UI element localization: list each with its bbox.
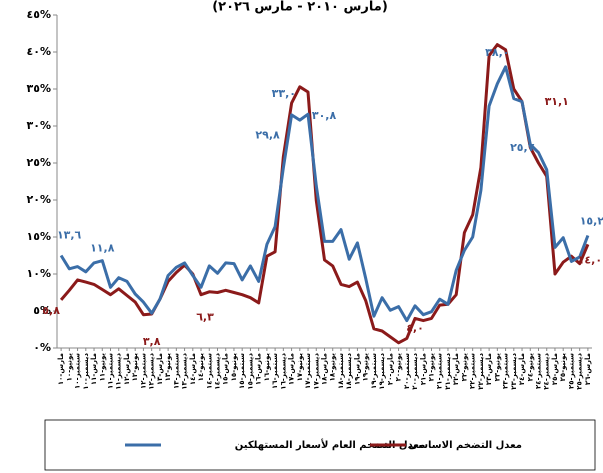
data-label: ٣٠,٨ (312, 109, 337, 122)
data-label: ٢٥,٧ (510, 141, 535, 154)
x-tick-label: ديسمبر-١٥ (246, 353, 254, 390)
legend-label: معدل التضخم الاساسى (408, 440, 522, 451)
x-tick-label: ديسمبر-١٣ (181, 353, 189, 390)
x-tick-label: سبتمبر-١٧ (304, 353, 312, 389)
data-label: ١٤,٠ (578, 253, 602, 266)
data-label: ١٥,٢ (580, 215, 603, 228)
x-tick-label: يونيو-١٠ (65, 353, 73, 382)
x-tick-label: سبتمبر-٢٠ (403, 353, 411, 389)
x-tick-label: يونيو-٢٤ (526, 353, 534, 382)
x-tick-label: مارس-١٩ (353, 353, 361, 385)
x-tick-label: سبتمبر-١٠ (74, 353, 82, 389)
x-tick-label: يونيو-٢٢ (460, 353, 468, 382)
y-tick-label: ٥% (33, 304, 51, 317)
x-tick-label: يونيو-١٤ (197, 353, 205, 382)
y-tick-label: ١٠% (27, 267, 51, 280)
x-tick-label: ديسمبر-١٠ (82, 353, 90, 390)
data-label: ٣١,١ (545, 95, 569, 108)
y-tick-label: ٢٠% (27, 193, 51, 206)
x-tick-label: مارس-٢٢ (452, 353, 460, 385)
x-tick-label: ديسمبر-٢٥ (576, 353, 584, 390)
legend-box (44, 419, 596, 471)
x-tick-label: ديسمبر-١٨ (345, 353, 353, 390)
x-tick-label: يونيو-١٦ (263, 353, 271, 382)
x-tick-label: مارس-١٦ (255, 353, 263, 385)
x-tick-label: سبتمبر-٢٢ (469, 353, 477, 389)
x-tick-label: ديسمبر-٢٠ (411, 353, 419, 390)
x-tick-label: مارس-٢٤ (518, 353, 526, 385)
x-tick-label: سبتمبر-١١ (107, 353, 115, 389)
x-tick-label: مارس-١٤ (189, 353, 197, 385)
x-tick-label: ديسمبر-٢١ (444, 353, 452, 390)
x-tick-label: سبتمبر-١٩ (370, 353, 378, 389)
x-tick-label: يونيو-٢١ (428, 353, 436, 382)
y-tick-label: ٤٥% (27, 8, 51, 21)
x-tick-label: يونيو-١٨ (329, 353, 337, 382)
y-tick-label: ١٥% (27, 230, 51, 243)
x-tick-label: سبتمبر-١٣ (172, 353, 180, 389)
data-label: ٥,٨ (42, 304, 60, 317)
data-label: ٤,٠ (406, 321, 424, 334)
x-tick-label: يونيو-١٩ (362, 353, 370, 382)
series-line (59, 43, 590, 345)
x-tick-label: سبتمبر-٢٥ (567, 353, 575, 389)
x-tick-label: مارس-١٢ (123, 353, 131, 385)
x-tick-label: يونيو-١٢ (131, 353, 139, 382)
y-tick-label: ٢٥% (27, 156, 51, 169)
y-tick-label: ٤٠% (27, 45, 51, 58)
data-label: ١١,٨ (90, 242, 115, 255)
x-tick-label: سبتمبر-١٤ (205, 353, 213, 389)
x-tick-label: ديسمبر-١٩ (378, 353, 386, 390)
data-label: ٦,٣ (196, 310, 214, 323)
x-tick-label: سبتمبر-١٦ (271, 353, 279, 389)
y-tick-label: ٣٠% (27, 119, 51, 132)
x-tick-label: مارس-٢٥ (551, 353, 559, 385)
x-tick-label: مارس-٢٦ (584, 353, 592, 385)
x-tick-label: ديسمبر-١٧ (312, 353, 320, 390)
x-tick-label: ديسمبر-٢٤ (543, 353, 551, 390)
x-tick-label: ديسمبر-٢٢ (477, 353, 485, 390)
x-tick-label: سبتمبر-١٢ (139, 353, 147, 389)
x-tick-label: ديسمبر-١٤ (214, 353, 222, 390)
x-tick-label: مارس-١١ (90, 353, 98, 385)
legend-label: معدل التضخم العام لأسعار المستهلكين (235, 438, 425, 451)
x-tick-label: ديسمبر-١١ (115, 353, 123, 390)
x-tick-label: يونيو-٢٣ (493, 353, 501, 382)
x-tick-label: ديسمبر-١٦ (279, 353, 287, 390)
data-label: ١٣,٦ (57, 228, 82, 241)
x-tick-label: مارس-٢٣ (485, 353, 493, 385)
data-label: ٣٨,٠ (485, 46, 509, 59)
x-tick-label: سبتمبر-٢٣ (502, 353, 510, 389)
y-tick-label: ٠% (33, 341, 51, 354)
x-tick-label: سبتمبر-٢٤ (535, 353, 543, 389)
chart-title: (مارس ٢٠١٠ - مارس ٢٠٢٦) (212, 0, 388, 15)
series-line (59, 65, 590, 323)
x-tick-label: مارس-١٠ (57, 353, 65, 385)
x-tick-label: مارس-١٥ (222, 353, 230, 385)
data-label: ٢٩,٨ (255, 128, 280, 141)
x-tick-label: سبتمبر-١٨ (337, 353, 345, 389)
x-tick-label: يونيو-١٣ (164, 353, 172, 382)
y-tick-label: ٣٥% (27, 82, 51, 95)
x-tick-label: يونيو-١١ (98, 353, 106, 382)
x-tick-label: سبتمبر-٢١ (436, 353, 444, 389)
x-tick-label: مارس-٢١ (419, 353, 427, 385)
x-tick-label: يونيو-١٥ (230, 353, 238, 382)
x-tick-label: ديسمبر-١٢ (148, 353, 156, 390)
data-label: ٣,٨ (143, 335, 161, 348)
x-tick-label: مارس-١٨ (321, 353, 329, 385)
x-tick-label: مارس-١٧ (288, 353, 296, 385)
x-tick-label: يونيو-٢٠ (395, 353, 403, 382)
x-tick-label: مارس-١٣ (156, 353, 164, 385)
x-tick-label: ديسمبر-٢٣ (510, 353, 518, 390)
x-tick-label: يونيو-٢٥ (559, 353, 567, 382)
x-tick-label: سبتمبر-١٥ (238, 353, 246, 389)
data-label: ٣٣,٠ (272, 87, 296, 100)
x-tick-label: مارس-٢٠ (386, 353, 394, 385)
x-tick-label: يونيو-١٧ (296, 353, 304, 382)
